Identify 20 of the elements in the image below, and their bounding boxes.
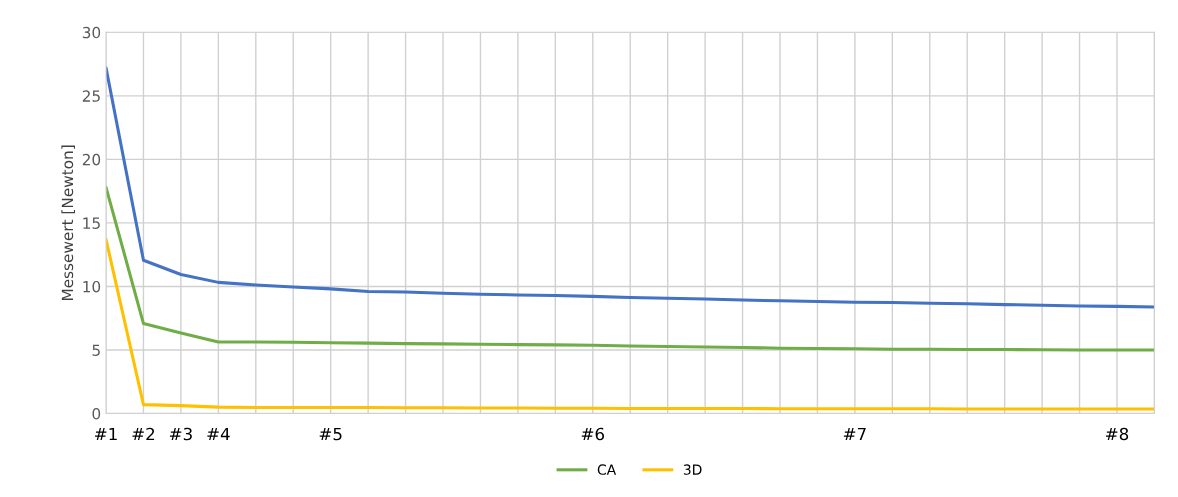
x-tick-label: #5 (319, 427, 342, 441)
y-tick-label: 20 (82, 153, 101, 166)
line-series (106, 185, 1155, 352)
y-tick-label: 0 (92, 407, 101, 420)
x-tick-label: #4 (207, 427, 230, 441)
y-tick-label: 10 (83, 280, 101, 293)
y-tick-label: 25 (82, 90, 100, 102)
x-tick-label: #6 (581, 427, 605, 441)
line-series (106, 66, 1155, 309)
y-tick-label: 30 (82, 26, 101, 39)
x-tick-label: #8 (1106, 427, 1129, 441)
legend-label: CA (597, 464, 617, 475)
x-tick-label: #3 (169, 427, 192, 441)
y-axis-title: Messewert [Newton] (61, 145, 75, 300)
x-tick-label: #7 (843, 427, 866, 441)
y-tick-label: 5 (92, 344, 100, 356)
y-tick-label: 15 (83, 217, 100, 229)
x-tick-label: #2 (132, 427, 155, 441)
x-tick-label: #1 (95, 427, 117, 441)
legend-label: 3D (683, 464, 702, 475)
